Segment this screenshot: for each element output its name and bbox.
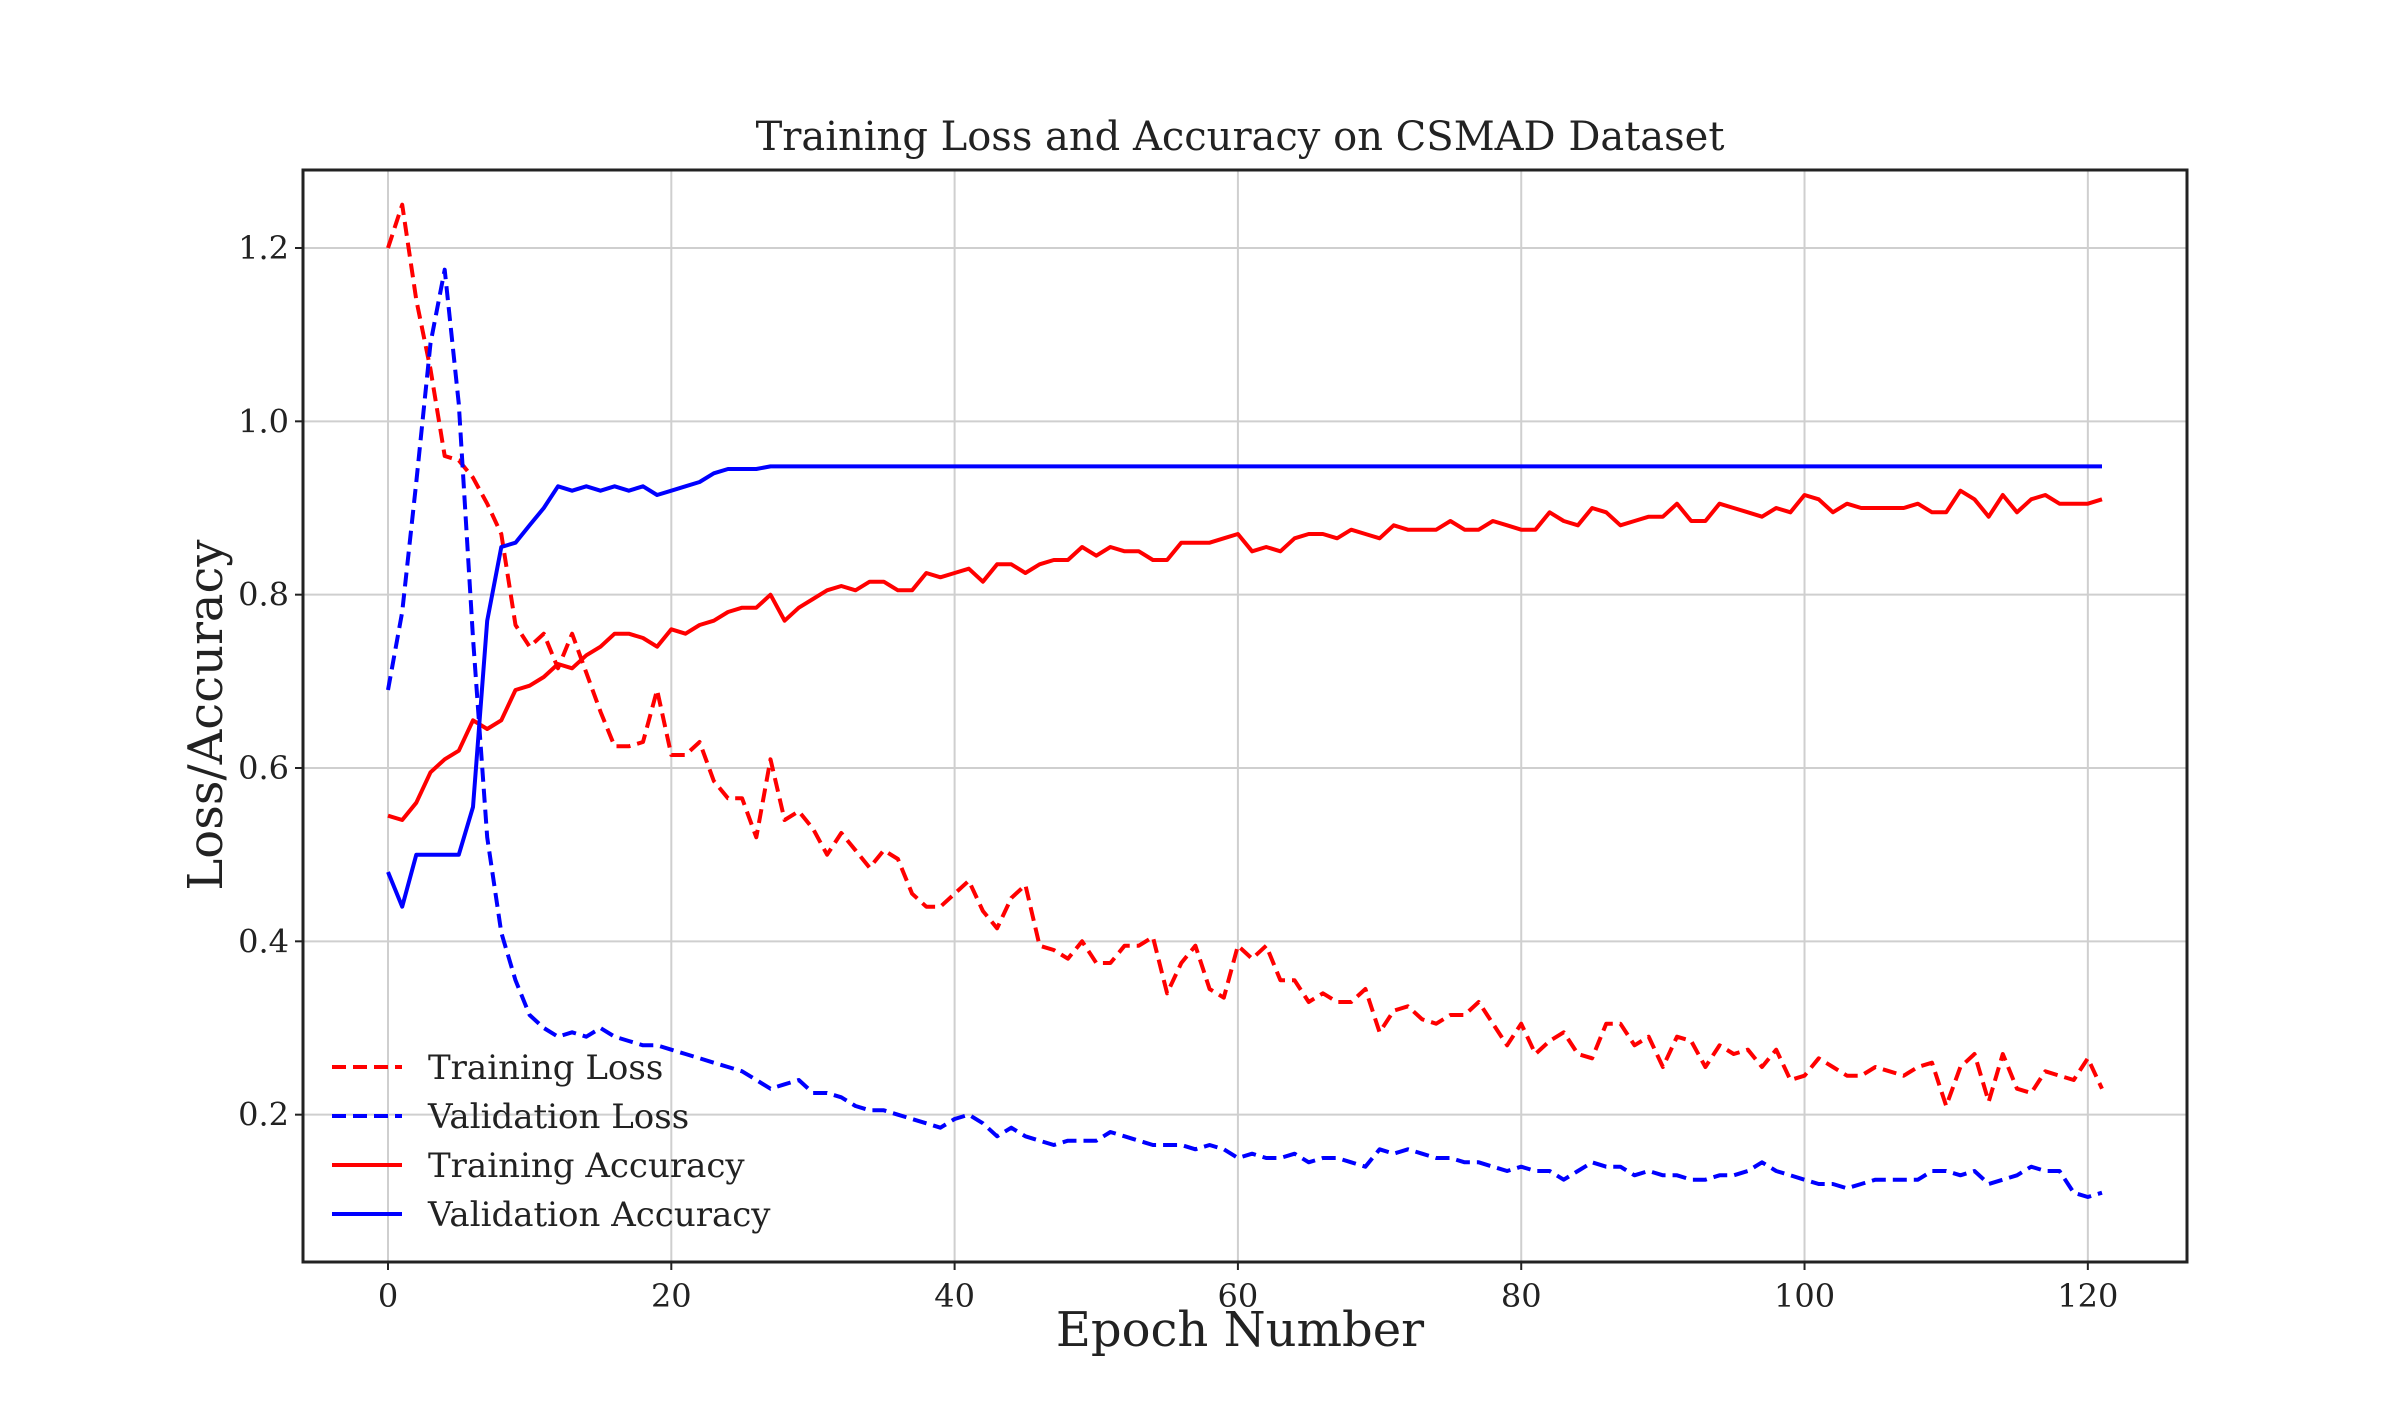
x-tick-label: 20 (651, 1277, 692, 1315)
series-line-validation-accuracy (386, 464, 2102, 909)
legend-label: Validation Loss (427, 1097, 689, 1137)
ticks: 0 20 40 60 80 100 120 0.2 0.4 0.6 0.8 1.0 1.2 (238, 229, 2118, 1315)
legend-label: Training Loss (428, 1048, 663, 1088)
x-tick-label: 120 (2057, 1277, 2118, 1315)
legend-label: Training Accuracy (428, 1146, 745, 1186)
series-line-validation-loss (386, 267, 2103, 1199)
legend-label: Validation Accuracy (427, 1195, 771, 1235)
series-line-training-accuracy (387, 488, 2103, 822)
x-tick-label: 80 (1501, 1277, 1542, 1315)
y-tick-label: 0.4 (238, 922, 289, 960)
x-tick-label: 60 (1218, 1277, 1259, 1315)
chart-title: Training Loss and Accuracy on CSMAD Data… (756, 114, 1725, 160)
grid (303, 170, 2187, 1262)
y-tick-label: 0.6 (238, 749, 289, 787)
y-axis-title: Loss/Accuracy (178, 539, 234, 890)
x-axis-title: Epoch Number (1056, 1302, 1424, 1358)
x-tick-label: 0 (378, 1277, 398, 1315)
y-tick-label: 0.2 (238, 1096, 289, 1134)
x-tick-label: 40 (934, 1277, 975, 1315)
y-tick-label: 1.2 (238, 229, 289, 267)
series-line-training-loss (386, 202, 2104, 1108)
y-tick-label: 1.0 (238, 402, 289, 440)
series-layer (386, 202, 2104, 1199)
plot-frame (301, 168, 2189, 1264)
x-tick-label: 100 (1774, 1277, 1835, 1315)
legend: Training Loss Validation Loss Training Acc… (332, 1048, 771, 1235)
y-tick-label: 0.8 (238, 576, 289, 614)
